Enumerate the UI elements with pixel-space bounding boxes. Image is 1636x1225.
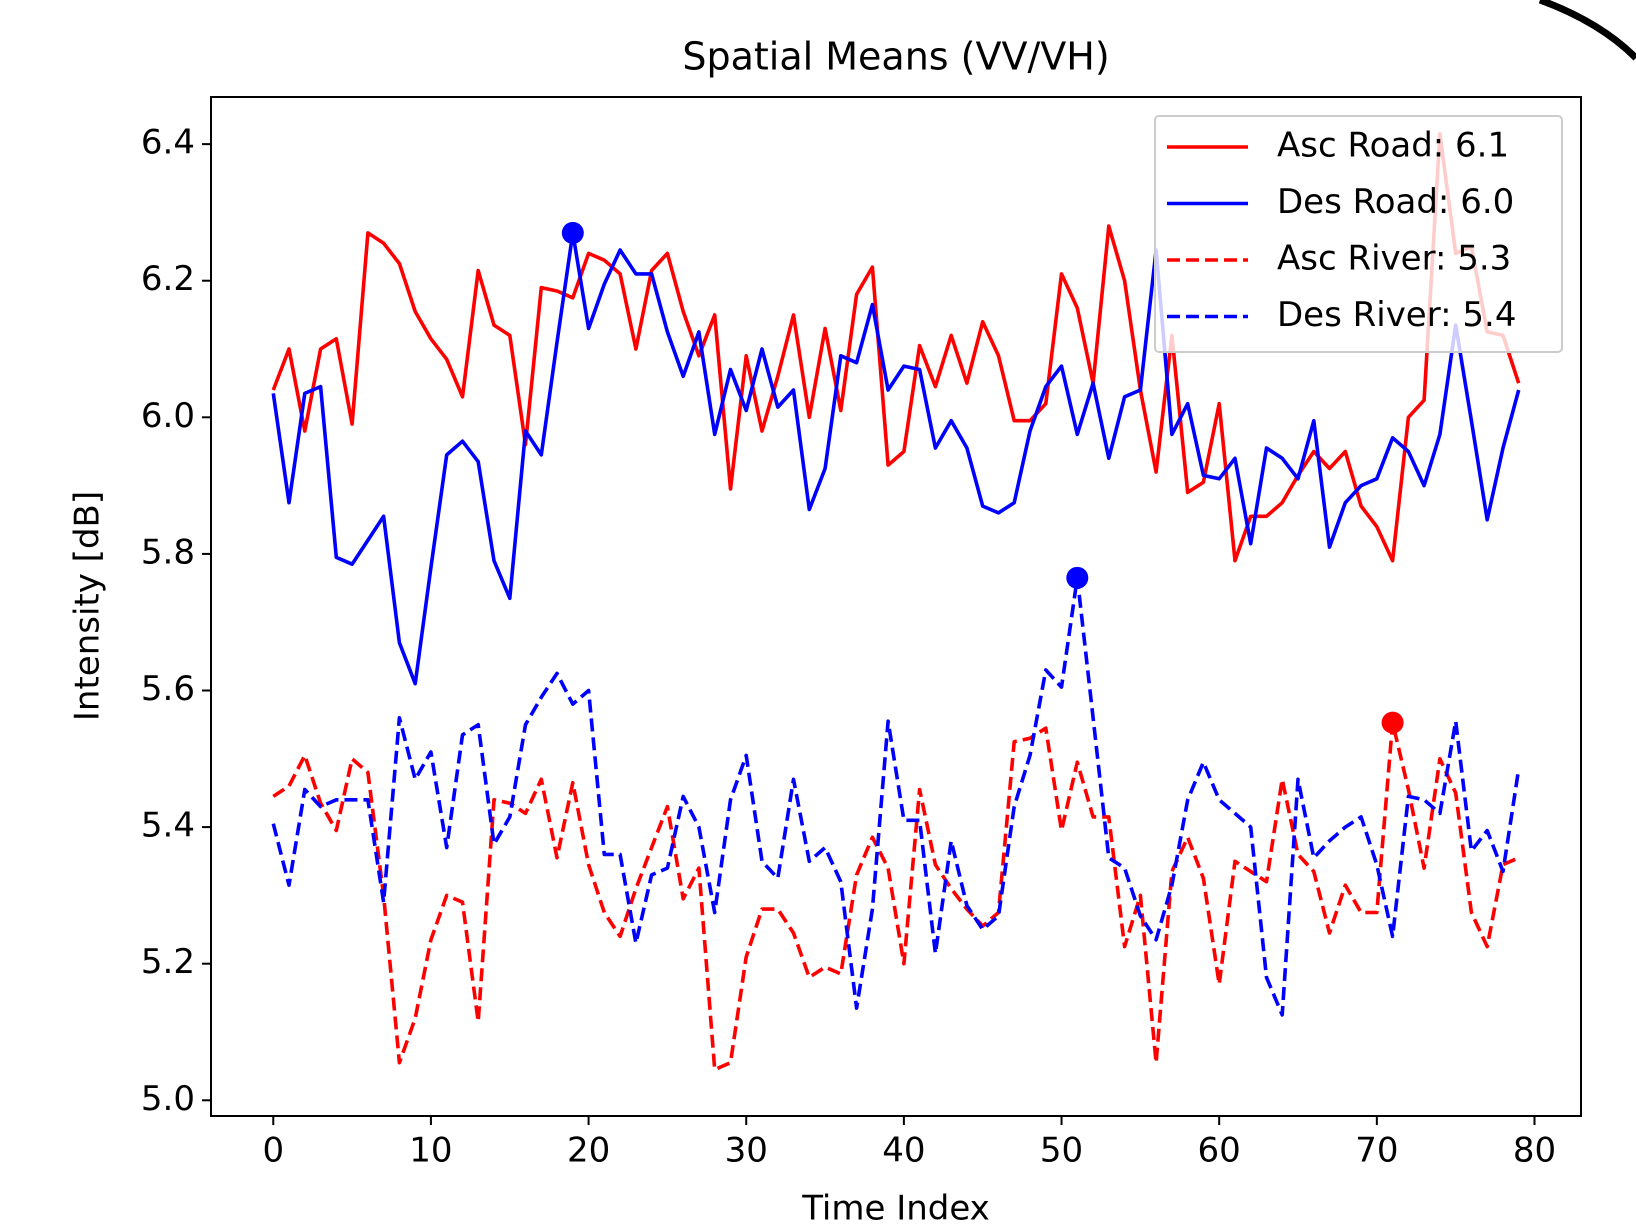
y-axis-label: Intensity [dB] [68,491,108,721]
series-line [272,720,1520,1072]
series-line [271,231,1521,686]
y-tick-label: 6.2 [141,259,195,299]
x-tick-label: 40 [882,1131,925,1171]
legend-label: Asc River: 5.3 [1277,239,1511,279]
y-tick-label: 5.8 [141,532,195,572]
y-tick-label: 5.4 [141,806,195,846]
legend-box [1154,115,1563,353]
series-line [271,132,1521,563]
peak-marker [1066,566,1089,589]
x-tick-label: 0 [262,1131,284,1171]
y-tick-label: 5.2 [141,942,195,982]
x-axis-label: Time Index [801,1189,990,1225]
plot-frame [210,96,1582,1117]
y-tick-label: 5.0 [141,1079,195,1119]
x-tick-label: 30 [725,1131,768,1171]
chart-title: Spatial Means (VV/VH) [682,35,1109,79]
x-tick-label: 20 [567,1131,610,1171]
x-tick-label: 60 [1198,1131,1241,1171]
y-tick-label: 5.6 [141,669,195,709]
y-tick-label: 6.0 [141,396,195,436]
x-tick-label: 80 [1513,1131,1556,1171]
corner-arc [1538,0,1636,61]
x-tick-label: 70 [1355,1131,1398,1171]
legend-label: Des Road: 6.0 [1277,182,1514,222]
legend: Asc Road: 6.1 Des Road: 6.0 Asc River: 5.3… [1154,115,1563,353]
x-tick-label: 50 [1040,1131,1083,1171]
y-tick-label: 6.4 [141,123,195,163]
x-tick-label: 10 [409,1131,452,1171]
series-line [271,576,1521,1017]
peak-marker [1381,711,1404,734]
peak-marker [561,221,584,244]
legend-label: Asc Road: 6.1 [1277,126,1509,166]
legend-label: Des River: 5.4 [1277,295,1516,335]
